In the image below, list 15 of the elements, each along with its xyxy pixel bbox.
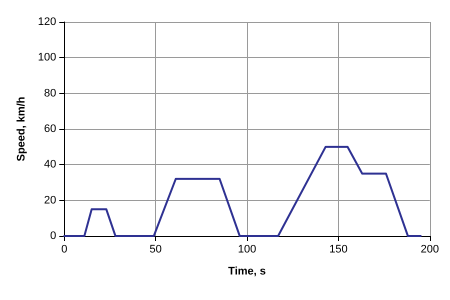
line-series xyxy=(63,146,422,237)
x-tick-label: 50 xyxy=(150,244,162,256)
y-tick-label: 100 xyxy=(38,52,56,64)
x-tick-label: 0 xyxy=(61,244,68,256)
x-tick-label: 200 xyxy=(420,244,440,256)
x-tick-label: 150 xyxy=(329,244,348,256)
y-tick-label: 20 xyxy=(44,194,56,206)
y-tick-label: 80 xyxy=(44,87,56,100)
x-axis-title: Time, s xyxy=(228,266,266,278)
y-tick-label: 120 xyxy=(38,16,56,28)
x-tick-label: 100 xyxy=(238,244,256,256)
y-tick-label: 0 xyxy=(50,230,56,242)
y-tick-label: 60 xyxy=(44,123,56,135)
y-tick-label: 40 xyxy=(44,158,56,171)
y-axis-title: Speed, km/h xyxy=(16,96,28,162)
